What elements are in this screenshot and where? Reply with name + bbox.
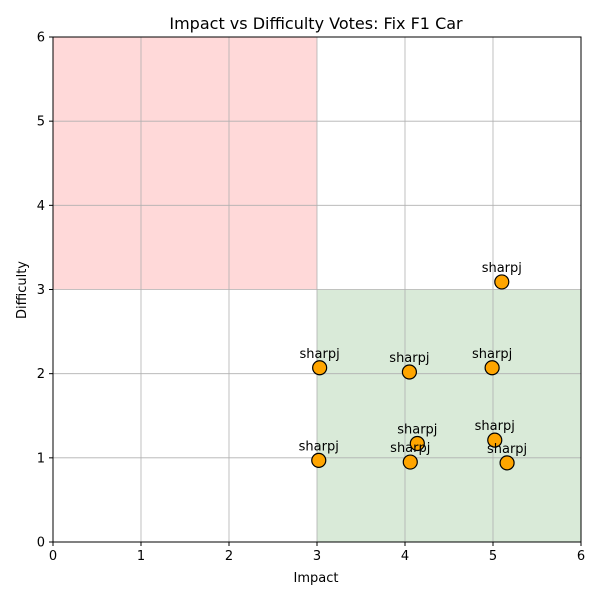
quadrant-regions	[53, 37, 581, 542]
region-low-difficulty-high-impact	[317, 289, 581, 542]
data-point	[311, 452, 327, 468]
y-tick-label: 6	[37, 31, 45, 46]
data-point	[494, 274, 510, 290]
y-tick-label: 4	[37, 199, 45, 214]
x-tick-label: 6	[577, 549, 585, 564]
y-tick-label: 1	[37, 451, 45, 466]
x-tick-label: 3	[313, 549, 321, 564]
data-point-label: sharpj	[389, 351, 429, 366]
x-axis-ticks: 0 1 2 3 4 5 6	[49, 542, 585, 564]
data-point-label: sharpj	[475, 419, 515, 434]
y-tick-label: 0	[37, 536, 45, 551]
data-point	[401, 364, 417, 380]
chart-title: Impact vs Difficulty Votes: Fix F1 Car	[169, 14, 463, 33]
x-tick-label: 4	[401, 549, 409, 564]
data-point-label: sharpj	[487, 442, 527, 457]
data-point	[402, 454, 418, 470]
x-tick-label: 5	[489, 549, 497, 564]
data-point-label: sharpj	[397, 423, 437, 438]
y-tick-label: 2	[37, 367, 45, 382]
data-point-label: sharpj	[299, 439, 339, 454]
x-tick-label: 2	[225, 549, 233, 564]
x-tick-label: 0	[49, 549, 57, 564]
y-axis-label: Difficulty	[15, 261, 30, 319]
data-point-label: sharpj	[300, 347, 340, 362]
region-high-difficulty-low-impact	[53, 37, 317, 290]
data-point	[484, 360, 500, 376]
y-tick-label: 3	[37, 283, 45, 298]
x-axis-label: Impact	[294, 571, 339, 586]
data-point	[409, 435, 425, 452]
point-labels: sharpj sharpj sharpj sharpj sharpj sharpj shar…	[299, 261, 528, 457]
data-point	[312, 360, 328, 376]
y-axis-ticks: 0 1 2 3 4 5 6	[37, 31, 53, 551]
y-tick-label: 5	[37, 115, 45, 130]
data-point	[499, 455, 515, 471]
x-tick-label: 1	[137, 549, 145, 564]
data-point-label: sharpj	[482, 261, 522, 276]
data-point	[487, 432, 503, 448]
data-points	[311, 274, 515, 471]
data-point-label: sharpj	[472, 347, 512, 362]
data-point-label: sharpj	[390, 441, 430, 456]
